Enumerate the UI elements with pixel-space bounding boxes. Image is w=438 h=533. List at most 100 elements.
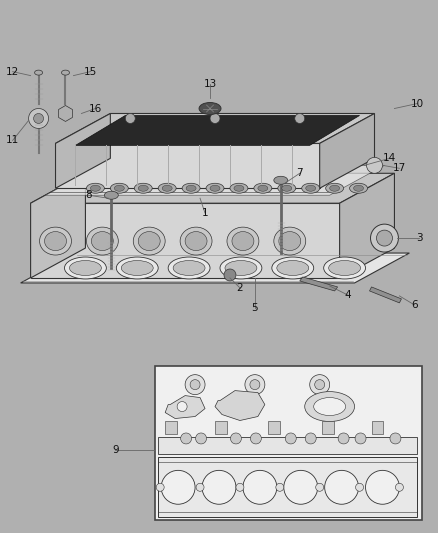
Ellipse shape — [285, 433, 296, 444]
Ellipse shape — [306, 185, 316, 191]
Ellipse shape — [206, 183, 224, 193]
Text: 11: 11 — [6, 135, 19, 146]
Text: 3: 3 — [416, 233, 423, 243]
Circle shape — [366, 470, 399, 504]
Circle shape — [367, 157, 382, 173]
Ellipse shape — [220, 257, 262, 279]
Ellipse shape — [45, 232, 67, 251]
Ellipse shape — [328, 261, 360, 276]
Ellipse shape — [64, 257, 106, 279]
Text: 1: 1 — [202, 208, 208, 218]
Circle shape — [356, 483, 364, 491]
Ellipse shape — [138, 185, 148, 191]
Polygon shape — [21, 253, 410, 283]
Circle shape — [243, 470, 277, 504]
Circle shape — [177, 401, 187, 411]
Circle shape — [224, 269, 236, 281]
Text: 17: 17 — [393, 163, 406, 173]
FancyBboxPatch shape — [155, 366, 422, 520]
Text: 6: 6 — [411, 300, 418, 310]
Circle shape — [28, 109, 49, 128]
Circle shape — [295, 114, 305, 124]
Polygon shape — [31, 203, 339, 278]
Text: 9: 9 — [112, 446, 119, 455]
Circle shape — [316, 483, 324, 491]
Text: 16: 16 — [89, 103, 102, 114]
Text: 5: 5 — [251, 303, 258, 313]
Ellipse shape — [305, 433, 316, 444]
Ellipse shape — [254, 183, 272, 193]
Polygon shape — [56, 143, 320, 188]
Circle shape — [196, 483, 204, 491]
Ellipse shape — [110, 183, 128, 193]
Ellipse shape — [272, 257, 314, 279]
Ellipse shape — [86, 227, 118, 255]
Ellipse shape — [180, 433, 191, 444]
Circle shape — [276, 483, 284, 491]
Bar — [165, 421, 177, 434]
Ellipse shape — [114, 185, 124, 191]
Polygon shape — [215, 391, 265, 421]
Circle shape — [325, 470, 359, 504]
Ellipse shape — [134, 183, 152, 193]
Ellipse shape — [278, 183, 296, 193]
Ellipse shape — [390, 433, 401, 444]
Text: 8: 8 — [85, 190, 92, 200]
Ellipse shape — [199, 102, 221, 115]
Circle shape — [236, 483, 244, 491]
Circle shape — [202, 470, 236, 504]
Polygon shape — [370, 287, 401, 303]
Ellipse shape — [274, 176, 288, 184]
Circle shape — [314, 379, 325, 390]
Ellipse shape — [230, 433, 241, 444]
Circle shape — [310, 375, 330, 394]
Polygon shape — [300, 277, 338, 291]
Circle shape — [396, 483, 403, 491]
Ellipse shape — [39, 227, 71, 255]
Circle shape — [156, 483, 164, 491]
Polygon shape — [165, 395, 205, 418]
Ellipse shape — [338, 433, 349, 444]
Ellipse shape — [117, 257, 158, 279]
Ellipse shape — [92, 232, 113, 251]
Text: 12: 12 — [6, 67, 19, 77]
Ellipse shape — [168, 257, 210, 279]
Ellipse shape — [225, 261, 257, 276]
Ellipse shape — [355, 433, 366, 444]
Bar — [158, 438, 417, 455]
Ellipse shape — [350, 183, 367, 193]
Circle shape — [250, 379, 260, 390]
Ellipse shape — [196, 433, 207, 444]
Ellipse shape — [90, 185, 100, 191]
Polygon shape — [56, 114, 110, 188]
Ellipse shape — [330, 185, 339, 191]
Ellipse shape — [121, 261, 153, 276]
Text: 13: 13 — [203, 78, 217, 88]
Ellipse shape — [279, 232, 301, 251]
Circle shape — [185, 375, 205, 394]
Polygon shape — [320, 114, 374, 188]
Ellipse shape — [274, 227, 306, 255]
Polygon shape — [75, 116, 360, 146]
Bar — [321, 421, 334, 434]
Polygon shape — [56, 114, 374, 143]
Polygon shape — [339, 173, 395, 278]
Circle shape — [190, 379, 200, 390]
Ellipse shape — [173, 261, 205, 276]
Ellipse shape — [180, 227, 212, 255]
Circle shape — [34, 114, 43, 124]
Ellipse shape — [324, 257, 366, 279]
Circle shape — [284, 470, 318, 504]
Text: 10: 10 — [411, 99, 424, 109]
Ellipse shape — [251, 433, 261, 444]
Ellipse shape — [282, 185, 292, 191]
Circle shape — [125, 114, 135, 124]
Bar — [158, 457, 417, 517]
Circle shape — [245, 375, 265, 394]
Ellipse shape — [104, 191, 118, 199]
Ellipse shape — [138, 232, 160, 251]
Text: 15: 15 — [84, 67, 97, 77]
Ellipse shape — [232, 232, 254, 251]
Bar — [268, 421, 280, 434]
Ellipse shape — [70, 261, 101, 276]
